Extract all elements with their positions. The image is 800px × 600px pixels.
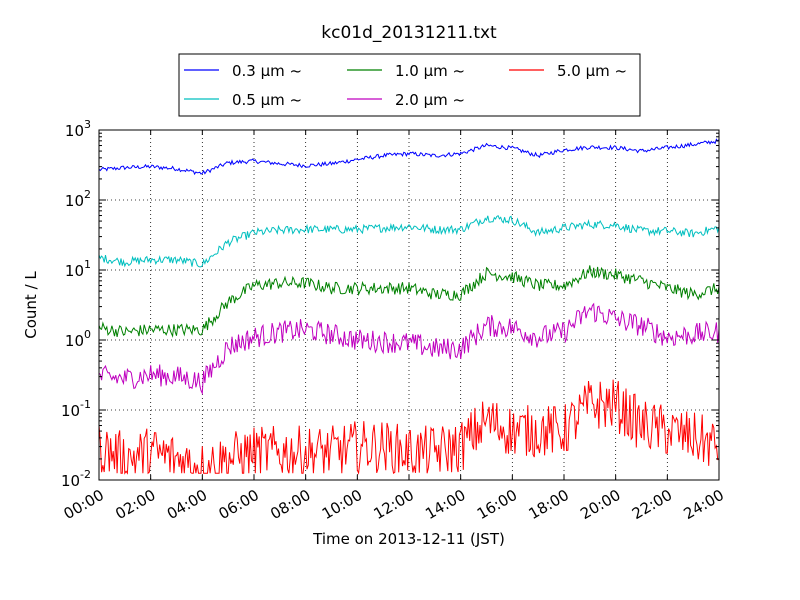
x-tick-label: 12:00 xyxy=(371,486,417,523)
y-tick-label: 101 xyxy=(65,258,91,280)
chart-title: kc01d_20131211.txt xyxy=(321,23,497,43)
series-line xyxy=(98,138,720,176)
x-tick-label: 06:00 xyxy=(216,486,262,523)
series-line xyxy=(98,265,720,338)
y-axis-label: Count / L xyxy=(22,271,40,339)
y-tick-label: 10-1 xyxy=(61,398,91,420)
y-tick-label: 102 xyxy=(65,188,91,210)
series-line xyxy=(98,379,720,475)
series-layer xyxy=(98,138,720,475)
series-line xyxy=(98,214,720,268)
legend-label: 5.0 μm ~ xyxy=(557,62,627,80)
x-tick-label: 10:00 xyxy=(319,486,365,523)
y-tick-label: 10-2 xyxy=(61,468,91,490)
grid xyxy=(99,130,719,480)
legend-label: 0.3 μm ~ xyxy=(232,62,302,80)
x-tick-label: 16:00 xyxy=(474,486,520,523)
x-tick-label: 08:00 xyxy=(267,486,313,523)
x-tick-label: 18:00 xyxy=(526,486,572,523)
legend: 0.3 μm ~ 0.5 μm ~ 1.0 μm ~ 2.0 μm ~ 5.0 μm ~ xyxy=(178,53,641,117)
x-axis-label: Time on 2013-12-11 (JST) xyxy=(312,530,505,548)
y-tick-label: 100 xyxy=(65,328,91,350)
legend-label: 2.0 μm ~ xyxy=(395,91,465,109)
x-tick-label: 04:00 xyxy=(164,486,210,523)
legend-box xyxy=(178,53,641,117)
legend-label: 0.5 μm ~ xyxy=(232,91,302,109)
x-tick-label: 20:00 xyxy=(577,486,623,523)
x-tick-label: 00:00 xyxy=(61,486,107,523)
x-tick-label: 02:00 xyxy=(112,486,158,523)
x-tick-label: 14:00 xyxy=(422,486,468,523)
x-tick-label: 24:00 xyxy=(681,486,727,523)
y-tick-label: 103 xyxy=(65,118,91,140)
x-tick-label: 22:00 xyxy=(629,486,675,523)
series-line xyxy=(98,302,720,396)
ticks-layer: 00:00 02:00 04:00 06:00 08:00 10:00 12:00 14:00… xyxy=(61,118,727,523)
legend-label: 1.0 μm ~ xyxy=(395,62,465,80)
plot-frame xyxy=(98,129,720,481)
